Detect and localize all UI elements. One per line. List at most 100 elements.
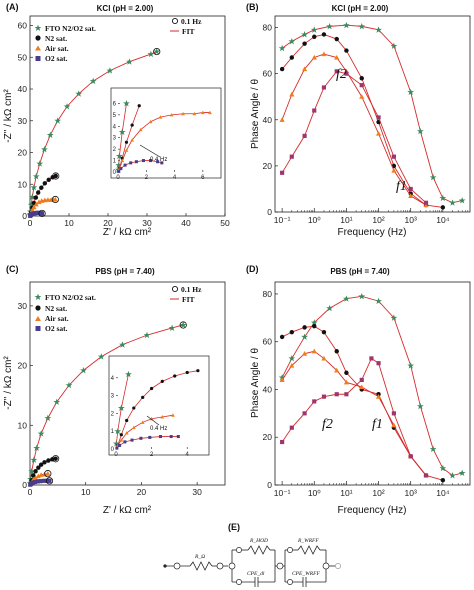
panel-a-0-1hz-marker: [38, 209, 46, 218]
panel-a-ytick-label: 50: [18, 52, 28, 62]
panel-a-ytick-label: 0: [22, 211, 27, 221]
legend-triangle-icon: [35, 45, 41, 51]
panel-c-xtick-label: 0: [28, 487, 33, 497]
panel-b: (B) KCl (pH = 2.00) Phase Angle / θ Freq…: [246, 2, 471, 238]
panel-d-f1-label: f1: [372, 417, 383, 432]
panel-b-point: [334, 69, 339, 74]
panel-c-point: [44, 414, 52, 422]
panel-b-frame: [274, 15, 471, 213]
panel-c-xtick-label: 20: [137, 487, 147, 497]
panel-c-0-1hz-marker: [179, 321, 187, 329]
panel-d-point: [311, 348, 317, 354]
panel-d-xtick-label: 10⁰: [308, 488, 321, 498]
panel-a-inset-point: [160, 161, 164, 165]
panel-b-fit-line: [281, 53, 427, 206]
panel-c-point: [32, 475, 39, 480]
panel-c-frame: [29, 281, 226, 486]
panel-d-fit-line: [281, 357, 427, 476]
panel-a-ytick-label: 30: [18, 116, 28, 126]
panel-c-xtick-label: 30: [192, 487, 202, 497]
legend-item-0-1hz: 0.1 Hz: [181, 285, 202, 294]
panel-a-inset-ytick-label: 5: [113, 113, 117, 119]
panel-a-04hz-arrow: [139, 144, 161, 158]
panel-d-point: [289, 425, 294, 430]
panel-c-inset-point: [125, 418, 129, 423]
panel-a-inset-point: [192, 111, 197, 116]
panel-a-inset-xtick-label: 6: [201, 175, 205, 181]
panel-a-inset-point: [149, 159, 153, 163]
panel-a-point: [33, 201, 39, 207]
panel-c-inset-point: [131, 425, 136, 430]
panel-a-inset-point: [123, 163, 127, 167]
panel-b-xlabel: Frequency (Hz): [338, 227, 407, 238]
panel-b-point: [439, 194, 447, 202]
circuit-rhod-label: R_HOD: [249, 538, 268, 544]
panel-b-point: [344, 71, 349, 76]
panel-d-point: [344, 392, 349, 397]
panel-c-inset-frame: [108, 355, 210, 456]
panel-b-point: [278, 44, 286, 52]
panel-a-inset-point: [156, 160, 160, 164]
panel-b-point: [423, 200, 429, 205]
panel-d-ytick-label: 0: [267, 480, 272, 490]
panel-d-f2-label: f2: [322, 417, 333, 432]
panel-c-inset-point: [124, 431, 129, 435]
panel-a-point: [40, 211, 45, 216]
panel-c-inset-point: [160, 379, 164, 383]
panel-c-inset-point: [130, 438, 134, 442]
panel-d-point: [440, 478, 446, 483]
panel-c-point: [41, 478, 47, 483]
panel-d-point: [288, 355, 296, 362]
panel-b-point: [416, 127, 424, 135]
panel-c-inset-xtick-label: 0: [114, 452, 118, 458]
panel-a-point: [36, 199, 42, 205]
panel-b-point: [301, 31, 308, 38]
panel-b-point: [391, 154, 396, 159]
panel-c-inset-fit-line: [117, 370, 198, 446]
panel-d-point: [279, 377, 285, 382]
panel-b-point: [289, 91, 295, 97]
panel-a-legend: FTO N2/O2 sat. N2 sat. Air sat. O2 sat. …: [34, 17, 202, 63]
panel-c-point: [32, 479, 38, 485]
panel-a-point: [53, 173, 58, 179]
panel-a-inset-ytick-label: 2: [113, 147, 117, 153]
panel-d-point: [302, 325, 307, 330]
panel-c-inset-point: [185, 370, 189, 375]
panel-b-point: [289, 55, 295, 60]
panel-c-point: [47, 478, 52, 483]
panel-b-point: [302, 133, 307, 138]
panel-c-inset-point: [169, 435, 173, 439]
panel-a-xtick-label: 50: [220, 218, 230, 228]
panel-c-inset-point: [149, 416, 154, 421]
panel-c-0-1hz-marker: [52, 455, 60, 463]
panel-a-point: [46, 131, 54, 139]
legend-item-o2: O2 sat.: [45, 54, 68, 63]
panel-c-inset-xtick-label: 2: [150, 452, 154, 458]
panel-d-point: [376, 361, 381, 366]
panel-a-inset-ytick-label: 3: [113, 136, 117, 142]
panel-c-point: [30, 480, 35, 485]
panel-b-point: [279, 117, 285, 122]
panel-b-point: [359, 83, 364, 88]
panel-d-point: [334, 367, 340, 373]
panel-b-point: [376, 115, 381, 120]
panel-a-inset-point: [134, 160, 138, 164]
panel-d-label: (D): [246, 264, 259, 274]
circuit-cpewrff-label: CPE_WRFF: [292, 571, 320, 577]
circuit-wires: [165, 545, 336, 587]
panel-a-0-1hz-marker: [52, 172, 60, 180]
panel-b-point: [407, 88, 415, 96]
panel-c-inset-point: [176, 435, 180, 439]
panel-d-xlabel: Frequency (Hz): [338, 505, 407, 516]
legend-item-o2: O2 sat.: [45, 324, 68, 333]
panel-c-point: [37, 430, 45, 437]
panel-d-point: [359, 377, 364, 382]
panel-b-yticks: 0 20 40 60 80: [263, 23, 278, 217]
panel-e-label: (E): [228, 522, 240, 532]
panel-a-ytick-label: 20: [18, 148, 28, 158]
legend-hollow-circle-icon: [171, 17, 179, 25]
panel-b-point: [321, 32, 327, 37]
panel-d-point: [369, 356, 374, 361]
panel-c-inset-point: [171, 413, 175, 417]
panel-a-inset-point: [141, 159, 145, 163]
